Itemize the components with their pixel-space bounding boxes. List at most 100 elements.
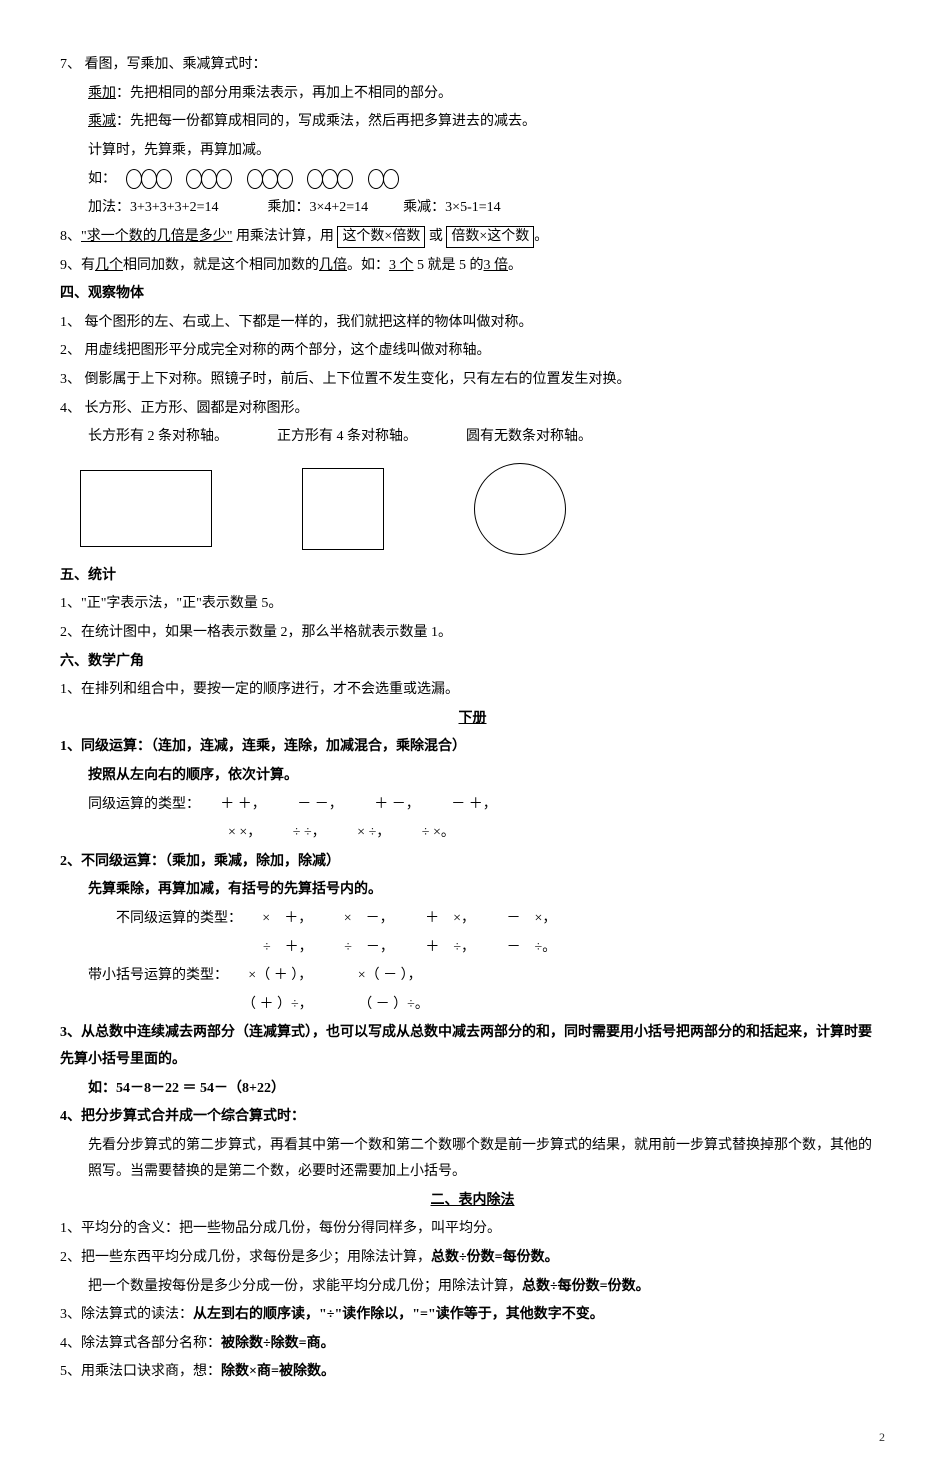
t: ＋ ×， bbox=[425, 911, 475, 926]
t: ÷ ×。 bbox=[422, 825, 455, 840]
t: 4、除法算式各部分名称： bbox=[60, 1336, 221, 1351]
axis-circle: 圆有无数条对称轴。 bbox=[466, 429, 592, 444]
item-7-equations: 加法：3+3+3+3+2=14 乘加：3×4+2=14 乘减：3×5-1=14 bbox=[60, 195, 885, 222]
e2a: 2、把一些东西平均分成几份，求每份是多少；用除法计算，总数÷份数=每份数。 bbox=[60, 1245, 885, 1272]
u: 3 个 bbox=[389, 258, 414, 273]
eq-add: 加法：3+3+3+3+2=14 bbox=[88, 200, 218, 215]
section-5-title: 五、统计 bbox=[60, 563, 885, 590]
label: 不同级运算的类型： bbox=[116, 911, 242, 926]
e5: 5、用乘法口诀求商，想：除数×商=被除数。 bbox=[60, 1359, 885, 1386]
d2-types-row2: ÷ ＋， ÷ －， ＋ ÷， － ÷。 bbox=[60, 935, 885, 962]
t: （ － ）÷。 bbox=[358, 997, 429, 1012]
d4-head: 4、把分步算式合并成一个综合算式时： bbox=[60, 1104, 885, 1131]
t: ÷ ÷， bbox=[293, 825, 326, 840]
t: － ÷。 bbox=[507, 940, 557, 955]
item-7-example: 如： bbox=[60, 166, 885, 193]
t: ＋ －， bbox=[374, 797, 420, 812]
t: × ÷， bbox=[357, 825, 390, 840]
t: ＋ ÷， bbox=[425, 940, 475, 955]
u: 3 倍 bbox=[484, 258, 509, 273]
u: 几个 bbox=[95, 258, 123, 273]
num: 8、 bbox=[60, 229, 81, 244]
t: － －， bbox=[297, 797, 343, 812]
axis-square: 正方形有 4 条对称轴。 bbox=[277, 429, 417, 444]
text: ：先把每一份都算成相同的，写成乘法，然后再把多算进去的减去。 bbox=[116, 114, 536, 129]
d2-bracket-row1: 带小括号运算的类型： ×（ ＋ ）， ×（ － ）， bbox=[60, 963, 885, 990]
t: （ ＋ ）÷， bbox=[242, 997, 313, 1012]
d3-main: 3、从总数中连续减去两部分（连减算式），也可以写成从总数中减去两部分的和，同时需… bbox=[60, 1020, 885, 1073]
sec2-text: 二、表内除法 bbox=[431, 1193, 515, 1208]
period: 。 bbox=[534, 229, 548, 244]
text: ：先把相同的部分用乘法表示，再加上不相同的部分。 bbox=[116, 86, 452, 101]
axis-rect: 长方形有 2 条对称轴。 bbox=[88, 429, 228, 444]
eq-chengjian: 乘减：3×5-1=14 bbox=[403, 200, 500, 215]
t: 把一个数量按每份是多少分成一份，求能平均分成几份；用除法计算， bbox=[88, 1279, 522, 1294]
e3: 3、除法算式的读法：从左到右的顺序读，"÷"读作除以，"="读作等于，其他数字不… bbox=[60, 1302, 885, 1329]
formula: 除数×商=被除数。 bbox=[221, 1364, 335, 1379]
label-chengjia: 乘加 bbox=[88, 86, 116, 101]
d1-head: 1、同级运算：（连加，连减，连乘，连除，加减混合，乘除混合） bbox=[60, 734, 885, 761]
section-6-title: 六、数学广角 bbox=[60, 649, 885, 676]
s4-3: 3、 倒影属于上下对称。照镜子时，前后、上下位置不发生变化，只有左右的位置发生对… bbox=[60, 367, 885, 394]
label-chengjian: 乘减 bbox=[88, 114, 116, 129]
ovals-diagram bbox=[126, 166, 410, 193]
t: × ＋， bbox=[262, 911, 312, 926]
label-ru: 如： bbox=[88, 172, 116, 187]
xiace-heading: 下册 bbox=[60, 706, 885, 733]
t: ×（ － ）， bbox=[358, 968, 422, 983]
eq-chengjia: 乘加：3×4+2=14 bbox=[267, 200, 368, 215]
t: × ×， bbox=[228, 825, 261, 840]
s6-1: 1、在排列和组合中，要按一定的顺序进行，才不会选重或选漏。 bbox=[60, 677, 885, 704]
quoted: "求一个数的几倍是多少" bbox=[81, 229, 232, 244]
or: 或 bbox=[425, 229, 446, 244]
text: 用乘法计算，用 bbox=[232, 229, 337, 244]
label: 带小括号运算的类型： bbox=[88, 968, 228, 983]
formula-box-1: 这个数×倍数 bbox=[337, 226, 425, 248]
t: ÷ ＋， bbox=[263, 940, 313, 955]
d3-eg: 如：54－8－22 ＝ 54－（8+22） bbox=[60, 1076, 885, 1103]
section-4-title: 四、观察物体 bbox=[60, 281, 885, 308]
shapes-row bbox=[60, 453, 885, 561]
item-7-head: 7、 看图，写乘加、乘减算式时： bbox=[60, 52, 885, 79]
t: 5、用乘法口诀求商，想： bbox=[60, 1364, 221, 1379]
t: 9、有 bbox=[60, 258, 95, 273]
t: ＋ ＋， bbox=[220, 797, 266, 812]
e4: 4、除法算式各部分名称：被除数÷除数=商。 bbox=[60, 1331, 885, 1358]
formula: 被除数÷除数=商。 bbox=[221, 1336, 335, 1351]
t: － ×， bbox=[507, 911, 557, 926]
u: 几倍 bbox=[319, 258, 347, 273]
item-9: 9、有几个相同加数，就是这个相同加数的几倍。如：3 个 5 就是 5 的3 倍。 bbox=[60, 253, 885, 280]
t: 2、把一些东西平均分成几份，求每份是多少；用除法计算， bbox=[60, 1250, 431, 1265]
item-7-chengjia: 乘加：先把相同的部分用乘法表示，再加上不相同的部分。 bbox=[60, 81, 885, 108]
s4-4: 4、 长方形、正方形、圆都是对称图形。 bbox=[60, 396, 885, 423]
item-7-chengjian: 乘减：先把每一份都算成相同的，写成乘法，然后再把多算进去的减去。 bbox=[60, 109, 885, 136]
formula: 总数÷每份数=份数。 bbox=[522, 1279, 650, 1294]
t: 5 就是 5 的 bbox=[414, 258, 484, 273]
s4-1: 1、 每个图形的左、右或上、下都是一样的，我们就把这样的物体叫做对称。 bbox=[60, 310, 885, 337]
t: － ＋， bbox=[451, 797, 497, 812]
xiace-text: 下册 bbox=[459, 711, 487, 726]
d1-types-row1: 同级运算的类型： ＋ ＋， － －， ＋ －， － ＋， bbox=[60, 792, 885, 819]
formula: 总数÷份数=每份数。 bbox=[431, 1250, 559, 1265]
d1-types-row2: × ×， ÷ ÷， × ÷， ÷ ×。 bbox=[60, 820, 885, 847]
e1: 1、平均分的含义：把一些物品分成几份，每份分得同样多，叫平均分。 bbox=[60, 1216, 885, 1243]
d2-types-row1: 不同级运算的类型： × ＋， × －， ＋ ×， － ×， bbox=[60, 906, 885, 933]
t: 3、除法算式的读法： bbox=[60, 1307, 193, 1322]
rectangle-shape bbox=[80, 470, 212, 547]
s5-1: 1、"正"字表示法，"正"表示数量 5。 bbox=[60, 591, 885, 618]
t: 。 bbox=[508, 258, 522, 273]
s4-2: 2、 用虚线把图形平分成完全对称的两个部分，这个虚线叫做对称轴。 bbox=[60, 338, 885, 365]
rule: 从左到右的顺序读，"÷"读作除以，"="读作等于，其他数字不变。 bbox=[193, 1307, 604, 1322]
section-2-heading: 二、表内除法 bbox=[60, 1188, 885, 1215]
square-shape bbox=[302, 468, 384, 550]
item-7-calc: 计算时，先算乘，再算加减。 bbox=[60, 138, 885, 165]
e2b: 把一个数量按每份是多少分成一份，求能平均分成几份；用除法计算，总数÷每份数=份数… bbox=[60, 1274, 885, 1301]
label: 同级运算的类型： bbox=[88, 797, 200, 812]
t: ×（ ＋ ）， bbox=[248, 968, 312, 983]
d1-rule: 按照从左向右的顺序，依次计算。 bbox=[60, 763, 885, 790]
t: ÷ －， bbox=[344, 940, 394, 955]
circle-shape bbox=[474, 463, 566, 555]
d2-bracket-row2: （ ＋ ）÷， （ － ）÷。 bbox=[60, 992, 885, 1019]
t: 相同加数，就是这个相同加数的 bbox=[123, 258, 319, 273]
t: 。如： bbox=[347, 258, 389, 273]
